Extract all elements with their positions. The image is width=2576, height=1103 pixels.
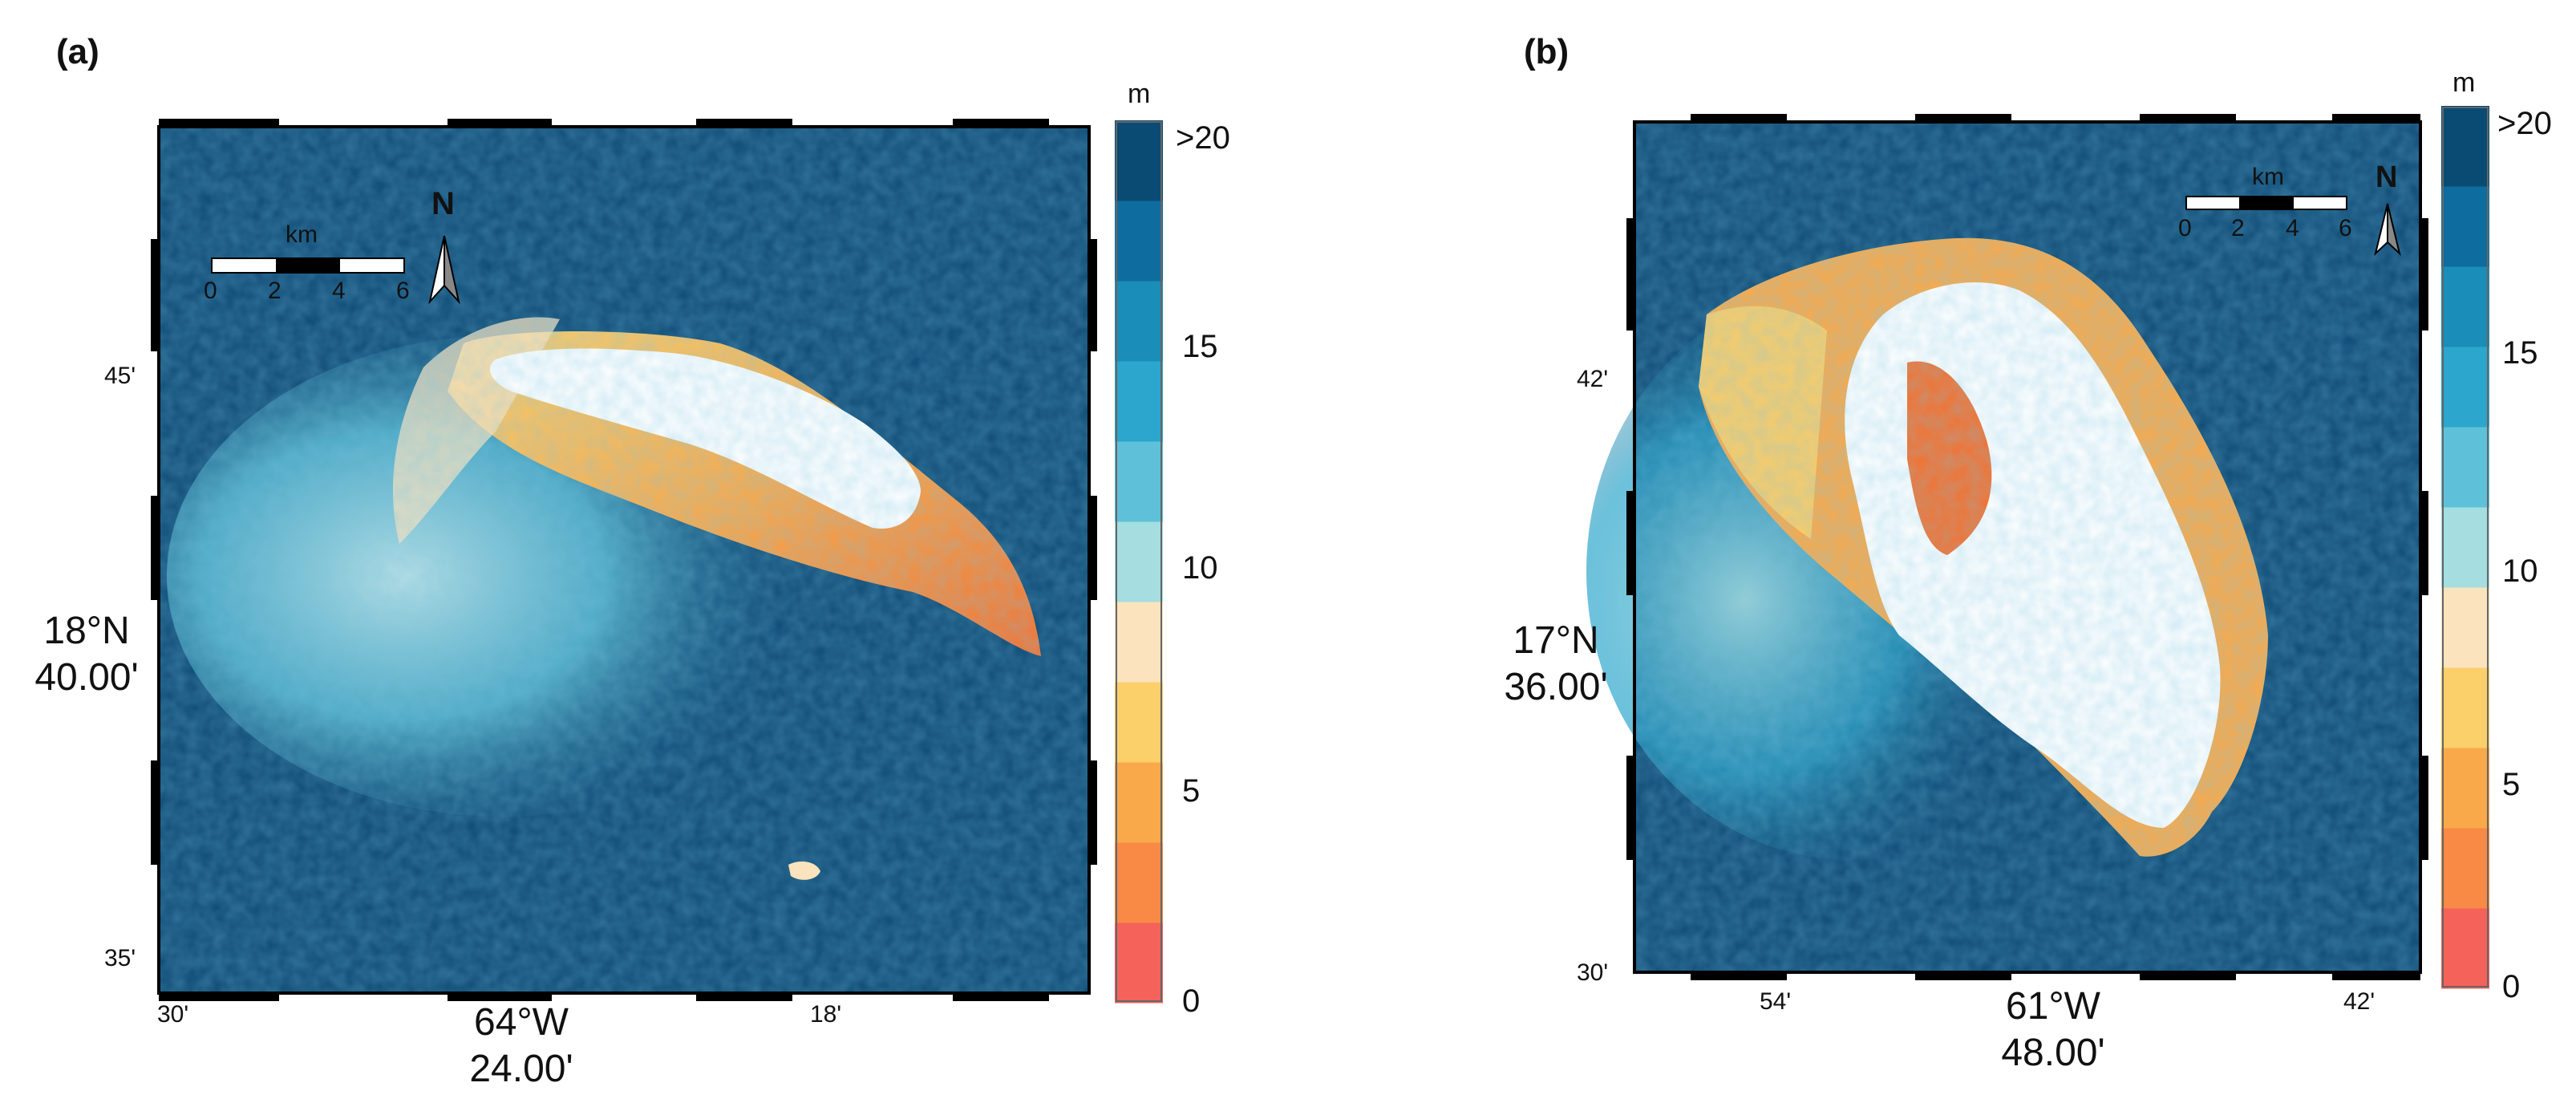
colorbar-segment (1115, 521, 1163, 602)
panel-label: (b) (1524, 32, 1569, 71)
scale-bar (211, 258, 405, 274)
north-arrow-icon (428, 235, 460, 305)
colorbar-tick: 0 (2502, 969, 2521, 1004)
lat-main: 17°N 36.00' (1493, 618, 1618, 711)
colorbar-tick: 0 (1182, 983, 1201, 1019)
scale-tick: 4 (332, 278, 346, 304)
shoal (788, 861, 820, 880)
lat-main-min: 40.00' (34, 656, 139, 699)
colorbar (1115, 120, 1163, 1004)
colorbar-segment (2441, 186, 2489, 267)
colorbar-segment (2441, 748, 2489, 829)
lon-tick: 54' (1760, 988, 1792, 1015)
colorbar-segment (1115, 842, 1163, 923)
lon-main: 64°W 24.00' (449, 1000, 593, 1093)
scale-tick: 2 (2231, 215, 2245, 241)
scale-unit: km (2252, 164, 2284, 190)
noise-texture (1634, 122, 2420, 972)
colorbar-segment (1115, 762, 1163, 843)
lon-tick: 18' (810, 1001, 842, 1028)
colorbar-segment (1115, 441, 1163, 522)
colorbar-tick: 5 (1182, 773, 1201, 809)
colorbar-segment (1115, 361, 1163, 442)
lon-main-deg: 64°W (474, 1001, 569, 1044)
lon-main-min: 48.00' (2001, 1032, 2105, 1074)
colorbar-segment (1115, 602, 1163, 683)
colorbar-segment (2441, 507, 2489, 588)
lon-tick: 30' (157, 1001, 189, 1028)
scale-bar (2185, 196, 2347, 210)
colorbar-tick: 15 (1182, 329, 1218, 364)
colorbar-segment (2441, 266, 2489, 347)
lon-tick: 42' (2343, 988, 2376, 1015)
colorbar (2441, 106, 2489, 989)
lat-main-min: 36.00' (1504, 666, 1608, 708)
colorbar-unit: m (1128, 79, 1151, 109)
colorbar-segments (2441, 106, 2489, 989)
colorbar-tick: 10 (2502, 554, 2538, 589)
panel-label: (a) (56, 32, 99, 71)
scale-tick: 4 (2286, 215, 2299, 241)
colorbar-segment (2441, 908, 2489, 989)
lon-main: 61°W 48.00' (1981, 983, 2125, 1077)
map-frame (1626, 114, 2428, 980)
scale-tick: 0 (2178, 215, 2192, 241)
colorbar-segment (2441, 587, 2489, 668)
colorbar-segment (2441, 667, 2489, 748)
north-label: N (431, 186, 455, 221)
colorbar-tick: >20 (1176, 120, 1230, 156)
map-frame (151, 119, 1097, 1001)
scale-tick: 6 (396, 278, 410, 304)
scale-tick: 2 (268, 278, 281, 304)
colorbar-segment (1115, 281, 1163, 362)
lat-main-deg: 18°N (43, 610, 130, 652)
scale-tick: 0 (204, 278, 217, 304)
colorbar-tick: 5 (2502, 767, 2521, 802)
lat-tick: 35' (104, 945, 136, 971)
colorbar-segment (2441, 106, 2489, 187)
colorbar-segment (2441, 427, 2489, 508)
colorbar-unit: m (2452, 67, 2476, 98)
scale-unit: km (286, 221, 318, 248)
colorbar-segments (1115, 120, 1163, 1004)
lat-tick: 30' (1577, 959, 1609, 986)
colorbar-segment (1115, 923, 1163, 1004)
colorbar-tick: 10 (1182, 550, 1218, 586)
colorbar-segment (1115, 682, 1163, 763)
lon-main-deg: 61°W (2006, 985, 2100, 1028)
colorbar-tick: 15 (2502, 335, 2538, 371)
scale-tick: 6 (2339, 215, 2352, 241)
lon-main-min: 24.00' (469, 1048, 573, 1090)
north-arrow-icon (2374, 203, 2401, 257)
lat-main-deg: 17°N (1513, 619, 1599, 662)
colorbar-segment (1115, 201, 1163, 282)
lat-tick: 42' (1577, 366, 1609, 392)
colorbar-tick: >20 (2497, 106, 2552, 141)
lat-tick: 45' (104, 363, 136, 389)
lat-main: 18°N 40.00' (24, 608, 149, 701)
north-label: N (2376, 160, 2398, 194)
colorbar-segment (2441, 347, 2489, 428)
colorbar-segment (2441, 828, 2489, 909)
colorbar-segment (1115, 120, 1163, 201)
bathymetry-map (1586, 122, 2420, 972)
